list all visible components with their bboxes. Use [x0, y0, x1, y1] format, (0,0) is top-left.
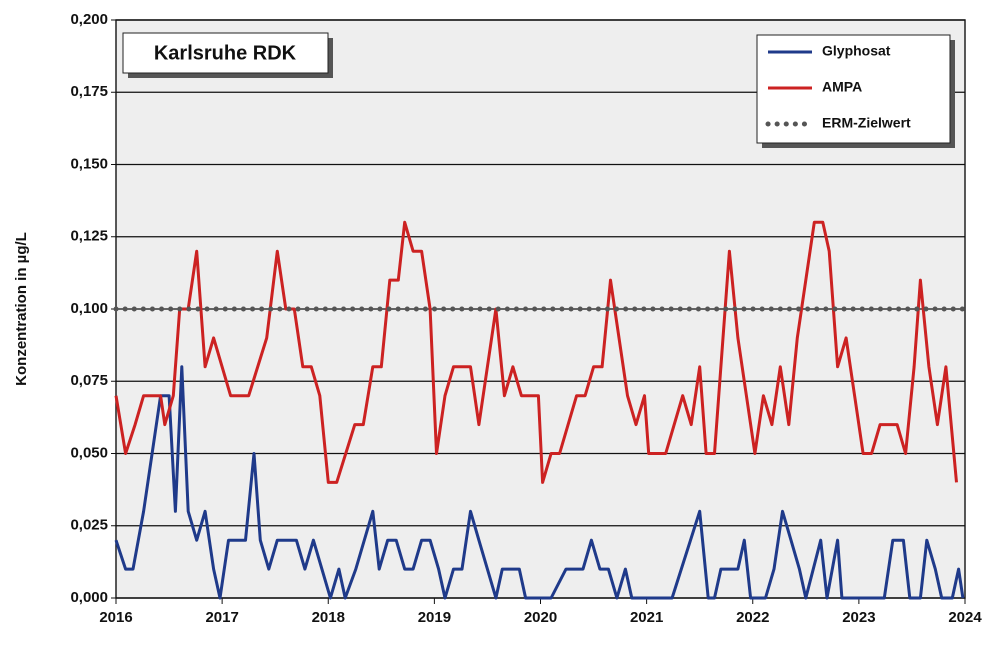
y-tick-label: 0,050 — [70, 444, 108, 461]
y-tick-label: 0,025 — [70, 517, 108, 534]
chart-title: Karlsruhe RDK — [154, 42, 297, 64]
x-tick-label: 2020 — [524, 609, 557, 626]
x-tick-label: 2018 — [312, 609, 345, 626]
x-tick-label: 2019 — [418, 609, 451, 626]
y-tick-label: 0,200 — [70, 11, 108, 28]
legend-label: AMPA — [822, 79, 862, 95]
title-box — [122, 32, 329, 74]
x-tick-label: 2016 — [99, 609, 132, 626]
y-tick-label: 0,150 — [70, 155, 108, 172]
legend-label: ERM-Zielwert — [822, 115, 911, 131]
y-tick-label: 0,125 — [70, 228, 108, 245]
x-tick-label: 2024 — [948, 609, 982, 626]
series-line — [114, 365, 965, 600]
legend-label: Glyphosat — [822, 43, 891, 59]
y-tick-label: 0,000 — [70, 589, 108, 606]
y-tick-label: 0,075 — [70, 372, 108, 389]
x-tick-label: 2023 — [842, 609, 875, 626]
y-tick-label: 0,175 — [70, 83, 108, 100]
y-axis-label: Konzentration in µg/L — [13, 232, 30, 386]
x-tick-label: 2022 — [736, 609, 769, 626]
x-tick-label: 2021 — [630, 609, 663, 626]
x-tick-label: 2017 — [205, 609, 238, 626]
y-tick-label: 0,100 — [70, 300, 108, 317]
